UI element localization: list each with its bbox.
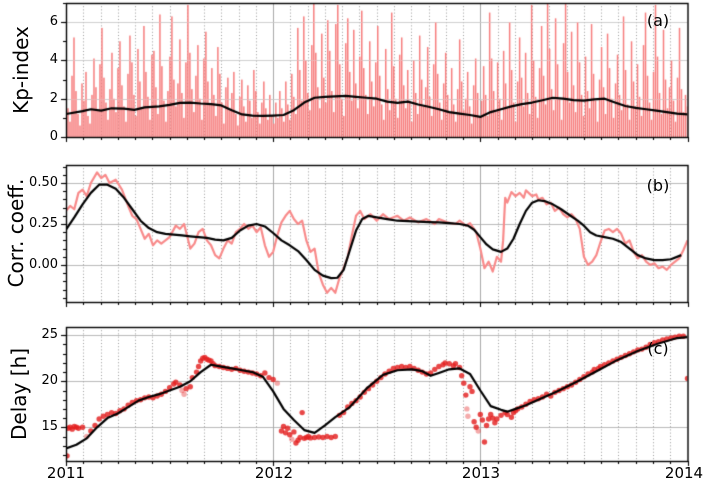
y-tick-label: 0.00 xyxy=(29,256,58,272)
x-tick-label-2011: 2011 xyxy=(46,464,86,482)
y-tick-label: 25 xyxy=(41,326,58,342)
panel-letter-c: (c) xyxy=(647,339,669,358)
y-tick-label: 0 xyxy=(49,128,58,144)
y-tick-label: 0.25 xyxy=(29,215,58,231)
x-tick-label-2014: 2014 xyxy=(664,464,704,482)
y-tick-label: 15 xyxy=(41,418,58,434)
y-tick-label: 20 xyxy=(41,372,58,388)
y-tick-label: 2 xyxy=(49,90,58,106)
x-tick-label-2013: 2013 xyxy=(461,464,501,482)
y-tick-label: 0.50 xyxy=(29,174,58,190)
y-tick-label: 6 xyxy=(49,13,58,29)
x-tick-label-2012: 2012 xyxy=(254,464,294,482)
panel-letter-b: (b) xyxy=(646,176,670,195)
y-tick-label: 4 xyxy=(49,51,58,67)
panel-letter-a: (a) xyxy=(646,11,670,30)
